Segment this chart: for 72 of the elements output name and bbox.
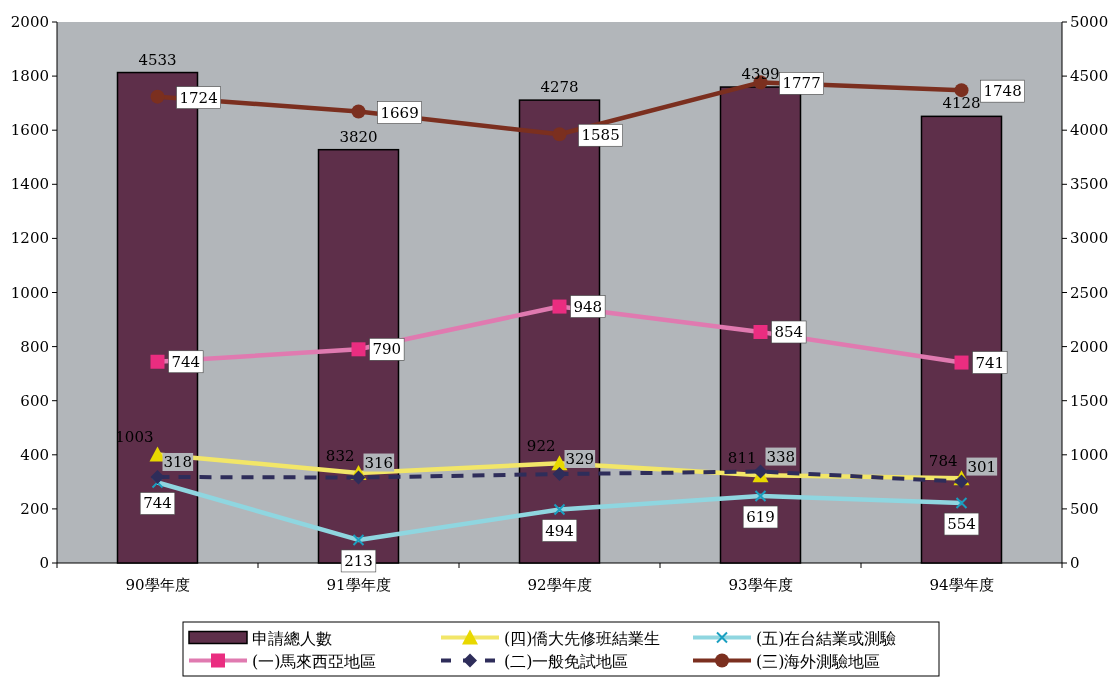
y-tick-label: 0 <box>39 554 49 572</box>
y2-tick-label: 1000 <box>1070 445 1109 464</box>
data-label: 1724 <box>179 88 218 107</box>
data-label: 318 <box>163 452 193 471</box>
y-tick-label: 2000 <box>10 13 49 31</box>
data-label: 4278 <box>540 78 579 97</box>
y2-tick-label: 2000 <box>1070 337 1109 356</box>
data-label: 301 <box>967 457 997 476</box>
point <box>351 470 366 485</box>
y2-tick-label: 4500 <box>1070 67 1109 86</box>
x-tick-label: 91學年度 <box>326 576 391 594</box>
y2-tick-label: 4000 <box>1070 121 1109 140</box>
y2-tick-label: 3000 <box>1070 229 1109 248</box>
data-label: 338 <box>766 447 796 466</box>
point <box>552 467 567 482</box>
data-label: 811 <box>727 449 757 468</box>
legend-label: (一)馬來西亞地區 <box>252 651 377 671</box>
data-label: 4128 <box>942 94 981 113</box>
data-label: 922 <box>526 437 556 456</box>
legend-label: (四)僑大先修班結業生 <box>504 628 661 648</box>
x-tick-label: 94學年度 <box>929 576 994 594</box>
y2-tick-label: 5000 <box>1070 13 1109 31</box>
data-label: 854 <box>774 322 804 341</box>
data-label: 1669 <box>380 103 419 122</box>
data-label: 329 <box>565 450 595 469</box>
legend-label: (五)在台結業或測驗 <box>756 628 897 648</box>
point <box>150 469 165 484</box>
point <box>552 127 567 142</box>
y2-tick-label: 2500 <box>1070 283 1109 302</box>
y-tick-label: 1800 <box>10 67 49 86</box>
data-label: 790 <box>372 340 402 359</box>
point <box>954 83 969 98</box>
y-tick-label: 800 <box>20 337 49 356</box>
data-label: 494 <box>545 521 574 540</box>
data-label: 3820 <box>339 127 378 146</box>
data-label: 554 <box>947 515 976 534</box>
data-label: 832 <box>325 446 355 465</box>
y2-tick-label: 1500 <box>1070 391 1109 410</box>
data-label: 741 <box>975 353 1005 372</box>
data-label: 1003 <box>115 428 154 447</box>
data-label: 744 <box>171 352 201 371</box>
x-tick-label: 90學年度 <box>125 576 190 594</box>
y-tick-label: 200 <box>20 499 49 518</box>
data-label: 4399 <box>741 65 780 84</box>
y-tick-label: 1000 <box>10 283 49 302</box>
data-label: 316 <box>364 453 394 472</box>
data-label: 4533 <box>138 50 177 69</box>
data-label: 744 <box>143 494 172 513</box>
point <box>150 89 165 104</box>
x-tick-label: 92學年度 <box>527 576 592 594</box>
data-label: 784 <box>928 452 958 471</box>
data-label: 619 <box>746 508 775 527</box>
y2-tick-label: 0 <box>1070 554 1080 572</box>
data-label: 1585 <box>581 126 620 145</box>
y2-tick-label: 3500 <box>1070 175 1109 194</box>
legend-label: (三)海外測驗地區 <box>756 651 881 671</box>
point <box>954 474 969 489</box>
y-tick-label: 1600 <box>10 121 49 140</box>
y-tick-label: 600 <box>20 391 49 410</box>
y2-tick-label: 500 <box>1070 499 1099 518</box>
y-tick-label: 1400 <box>10 175 49 194</box>
data-label: 948 <box>573 297 603 316</box>
legend-label: (二)一般免試地區 <box>504 651 629 671</box>
data-label: 1748 <box>983 82 1022 101</box>
point <box>753 464 768 479</box>
y-tick-label: 1200 <box>10 229 49 248</box>
point <box>351 104 366 119</box>
data-label: 1777 <box>782 74 821 93</box>
y-tick-label: 400 <box>20 445 49 464</box>
data-label: 213 <box>344 551 373 570</box>
x-tick-label: 93學年度 <box>728 576 793 594</box>
legend-label: 申請總人數 <box>252 628 332 648</box>
